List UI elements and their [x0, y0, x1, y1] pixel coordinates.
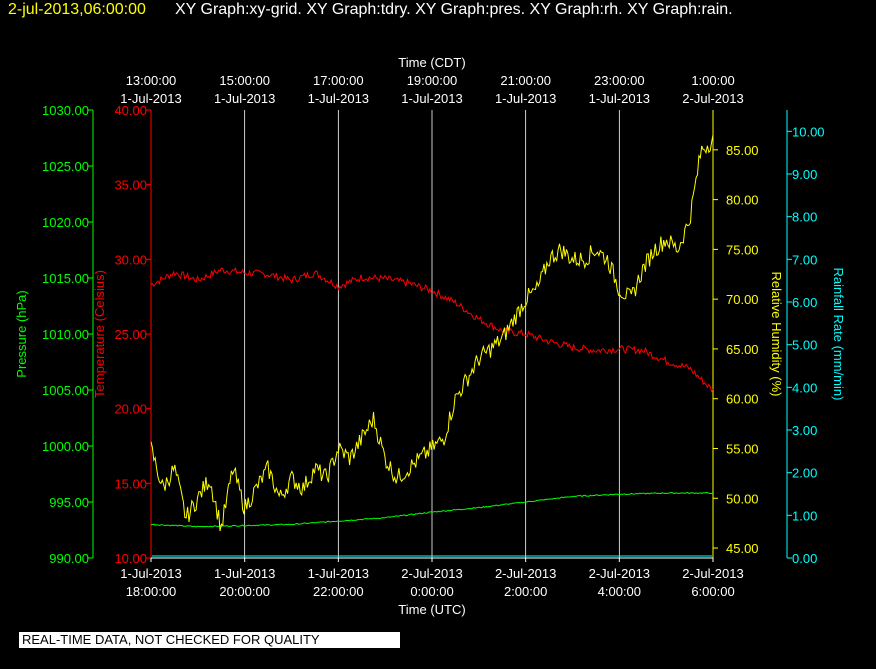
pressure-tick-label: 1005.00 — [42, 383, 89, 398]
x-bottom-tick-time: 4:00:00 — [598, 584, 641, 599]
quality-notice: REAL-TIME DATA, NOT CHECKED FOR QUALITY — [19, 632, 400, 648]
humidity-tick-label: 45.00 — [726, 541, 759, 556]
pressure-tick-label: 1000.00 — [42, 439, 89, 454]
x-top-tick-date: 1-Jul-2013 — [589, 91, 650, 106]
x-top-tick-date: 1-Jul-2013 — [214, 91, 275, 106]
humidity-axis-title: Relative Humidity (%) — [769, 272, 784, 397]
temperature-tick-label: 35.00 — [114, 178, 147, 193]
humidity-tick-label: 80.00 — [726, 193, 759, 208]
x-top-tick-time: 21:00:00 — [500, 73, 551, 88]
x-top-tick-date: 2-Jul-2013 — [682, 91, 743, 106]
pressure-axis-title: Pressure (hPa) — [14, 290, 29, 377]
humidity-tick-label: 70.00 — [726, 292, 759, 307]
x-bottom-tick-time: 18:00:00 — [126, 584, 177, 599]
temperature-tick-label: 10.00 — [114, 551, 147, 566]
rain-tick-label: 2.00 — [792, 466, 817, 481]
pressure-tick-label: 1030.00 — [42, 103, 89, 118]
temperature-tick-label: 30.00 — [114, 252, 147, 267]
x-top-tick-time: 17:00:00 — [313, 73, 364, 88]
x-bottom-tick-time: 20:00:00 — [219, 584, 270, 599]
rain-axis-title: Rainfall Rate (mm/min) — [831, 268, 846, 401]
rain-tick-label: 8.00 — [792, 210, 817, 225]
humidity-tick-label: 50.00 — [726, 491, 759, 506]
x-bottom-tick-date: 2-Jul-2013 — [589, 566, 650, 581]
pressure-tick-label: 995.00 — [49, 495, 89, 510]
pressure-tick-label: 1010.00 — [42, 327, 89, 342]
x-bottom-tick-time: 2:00:00 — [504, 584, 547, 599]
rain-tick-label: 3.00 — [792, 423, 817, 438]
temperature-series-line — [150, 267, 714, 393]
temperature-tick-label: 25.00 — [114, 327, 147, 342]
x-bottom-tick-date: 1-Jul-2013 — [120, 566, 181, 581]
humidity-tick-label: 75.00 — [726, 242, 759, 257]
x-bottom-tick-time: 6:00:00 — [691, 584, 734, 599]
rain-tick-label: 4.00 — [792, 380, 817, 395]
x-bottom-tick-date: 1-Jul-2013 — [308, 566, 369, 581]
x-bottom-tick-time: 22:00:00 — [313, 584, 364, 599]
temperature-axis-title: Temperature (Celsius) — [92, 270, 107, 398]
humidity-tick-label: 55.00 — [726, 441, 759, 456]
x-bottom-tick-time: 0:00:00 — [410, 584, 453, 599]
rain-tick-label: 7.00 — [792, 252, 817, 267]
header-date: 2-jul-2013,06:00:00 — [8, 1, 146, 18]
x-top-tick-date: 1-Jul-2013 — [401, 91, 462, 106]
x-top-axis-title: Time (CDT) — [398, 55, 465, 70]
x-top-tick-time: 19:00:00 — [407, 73, 458, 88]
x-bottom-tick-date: 2-Jul-2013 — [401, 566, 462, 581]
x-bottom-tick-date: 2-Jul-2013 — [682, 566, 743, 581]
humidity-series-line — [150, 134, 714, 532]
x-top-tick-time: 15:00:00 — [219, 73, 270, 88]
temperature-tick-label: 20.00 — [114, 402, 147, 417]
rain-tick-label: 0.00 — [792, 551, 817, 566]
temperature-tick-label: 40.00 — [114, 103, 147, 118]
humidity-tick-label: 60.00 — [726, 392, 759, 407]
x-top-tick-date: 1-Jul-2013 — [120, 91, 181, 106]
humidity-tick-label: 85.00 — [726, 143, 759, 158]
x-top-tick-date: 1-Jul-2013 — [495, 91, 556, 106]
pressure-series-line — [150, 491, 714, 528]
pressure-tick-label: 990.00 — [49, 551, 89, 566]
x-bottom-tick-date: 2-Jul-2013 — [495, 566, 556, 581]
rain-tick-label: 10.00 — [792, 124, 825, 139]
temperature-tick-label: 15.00 — [114, 476, 147, 491]
x-top-tick-time: 13:00:00 — [126, 73, 177, 88]
pressure-tick-label: 1020.00 — [42, 215, 89, 230]
rain-tick-label: 6.00 — [792, 295, 817, 310]
x-top-tick-date: 1-Jul-2013 — [308, 91, 369, 106]
humidity-tick-label: 65.00 — [726, 342, 759, 357]
x-top-tick-time: 23:00:00 — [594, 73, 645, 88]
x-bottom-axis-title: Time (UTC) — [398, 602, 465, 617]
pressure-tick-label: 1015.00 — [42, 271, 89, 286]
rain-tick-label: 1.00 — [792, 508, 817, 523]
pressure-tick-label: 1025.00 — [42, 159, 89, 174]
rain-tick-label: 5.00 — [792, 338, 817, 353]
x-top-tick-time: 1:00:00 — [691, 73, 734, 88]
x-bottom-tick-date: 1-Jul-2013 — [214, 566, 275, 581]
header-graph-list: XY Graph:xy-grid. XY Graph:tdry. XY Grap… — [175, 1, 733, 18]
rain-tick-label: 9.00 — [792, 167, 817, 182]
